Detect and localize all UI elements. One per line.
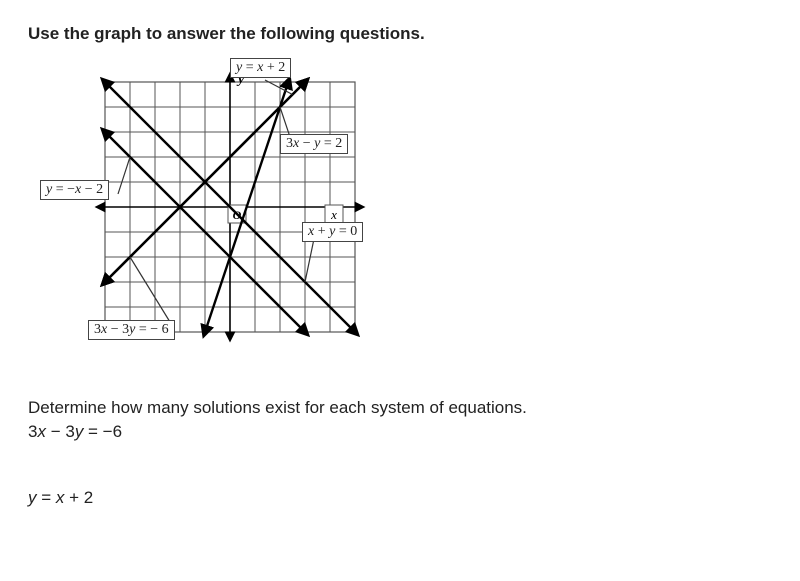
svg-text:x: x bbox=[330, 207, 337, 222]
eq-label-right2: x + y = 0 bbox=[302, 222, 363, 242]
eq-label-bottom: 3x − 3y = − 6 bbox=[88, 320, 175, 340]
graph-svg: yxO bbox=[40, 62, 420, 362]
graph-figure: yxO y = x + 2 3x − y = 2 y = −x − 2 x + … bbox=[40, 62, 420, 362]
eq-label-left: y = −x − 2 bbox=[40, 180, 109, 200]
problem-text: Determine how many solutions exist for e… bbox=[28, 398, 772, 418]
eq-label-right1: 3x − y = 2 bbox=[280, 134, 348, 154]
system-eq-1: 3x − 3y = −6 bbox=[28, 422, 772, 442]
header-text: Use the graph to answer the following qu… bbox=[28, 24, 772, 44]
eq-label-top: y = x + 2 bbox=[230, 58, 291, 78]
system-eq-2: y = x + 2 bbox=[28, 488, 772, 508]
